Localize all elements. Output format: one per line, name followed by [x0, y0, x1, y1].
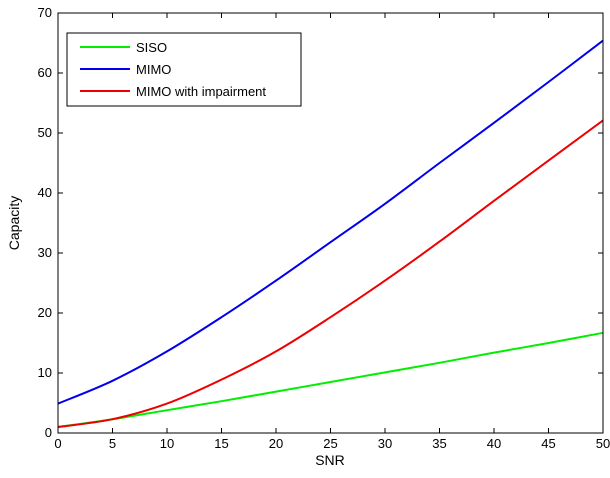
x-tick-label: 30 [378, 436, 392, 451]
legend-label: MIMO with impairment [136, 84, 266, 99]
legend-label: SISO [136, 40, 167, 55]
series-line-1 [57, 39, 604, 405]
x-tick-label: 50 [596, 436, 610, 451]
y-tick-label: 10 [38, 365, 52, 380]
x-tick-label: 10 [160, 436, 174, 451]
x-tick-label: 45 [541, 436, 555, 451]
series-line-0 [57, 331, 604, 428]
y-tick-label: 50 [38, 125, 52, 140]
legend: SISO MIMO MIMO with impairment [66, 32, 302, 107]
axes-layer: 0 5 10 15 20 25 30 35 40 45 50 0 10 20 30 40 50 60 70 [38, 5, 610, 451]
x-tick-label: 40 [487, 436, 501, 451]
legend-label: MIMO [136, 62, 171, 77]
x-tick-label: 0 [54, 436, 61, 451]
y-axis-label: Capacity [6, 196, 22, 250]
y-tick-label: 30 [38, 245, 52, 260]
x-tick-label: 25 [323, 436, 337, 451]
y-tick-label: 40 [38, 185, 52, 200]
x-tick-label: 15 [214, 436, 228, 451]
x-tick-label: 20 [269, 436, 283, 451]
series-line-2 [57, 119, 604, 428]
x-tick-label: 35 [432, 436, 446, 451]
y-tick-label: 70 [38, 5, 52, 20]
series-layer [57, 39, 604, 428]
y-tick-label: 0 [45, 425, 52, 440]
y-tick-label: 60 [38, 65, 52, 80]
y-tick-label: 20 [38, 305, 52, 320]
x-tick-label: 5 [109, 436, 116, 451]
x-axis-label: SNR [315, 452, 345, 468]
legend-items: SISO MIMO MIMO with impairment [80, 40, 266, 99]
